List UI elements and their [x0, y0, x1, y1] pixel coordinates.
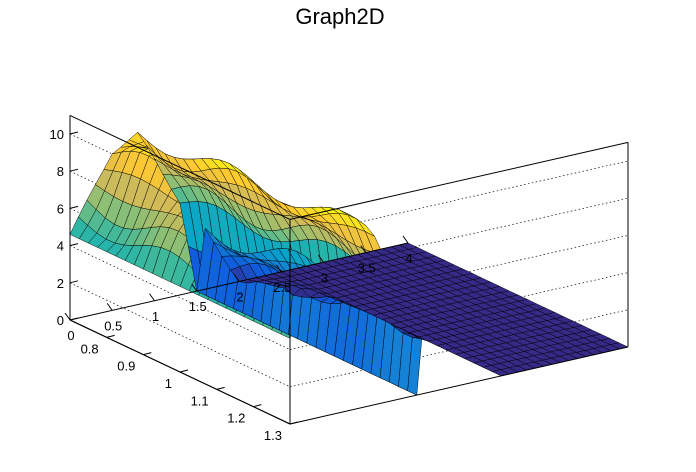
z-tick-label: 6: [57, 201, 64, 216]
y-tick-label: 0.8: [81, 341, 99, 356]
y-tick-label: 1.2: [227, 411, 245, 426]
y-tick: [179, 369, 189, 373]
z-tick-label: 2: [57, 276, 64, 291]
y-tick: [216, 386, 225, 390]
y-tick: [143, 352, 152, 356]
z-tick-label: 0: [57, 313, 64, 328]
x-tick: [64, 312, 71, 321]
chart-title: Graph2D: [295, 4, 384, 29]
x-tick: [191, 283, 198, 292]
y-tick-label: 0.9: [117, 359, 135, 374]
x-tick-label: 0: [67, 328, 74, 343]
grid-line: [289, 197, 629, 276]
z-tick-label: 8: [57, 164, 64, 179]
x-tick-label: 4: [405, 251, 412, 266]
grid-line: [289, 160, 629, 239]
box-edge: [289, 141, 629, 220]
y-tick-label: 1.1: [191, 393, 209, 408]
z-tick-label: 10: [50, 127, 64, 142]
x-tick: [275, 264, 282, 273]
box-edge: [289, 346, 629, 425]
z-tick: [69, 205, 79, 209]
x-tick-label: 2.5: [273, 280, 291, 295]
y-tick-label: 1.3: [264, 428, 282, 443]
y-tick: [253, 404, 262, 408]
x-tick-label: 3.5: [358, 261, 376, 276]
x-tick: [233, 274, 240, 282]
z-tick: [69, 243, 79, 247]
grid-line: [69, 245, 291, 350]
y-tick: [289, 421, 299, 425]
x-tick-label: 0.5: [104, 318, 122, 333]
x-tick: [149, 293, 155, 302]
x-tick: [360, 245, 367, 253]
grid-line: [69, 133, 291, 239]
x-tick-label: 3: [321, 270, 328, 285]
box-edge: [69, 114, 291, 220]
x-tick-label: 1.5: [189, 299, 207, 314]
z-tick: [69, 317, 79, 321]
x-tick-label: 2: [236, 290, 243, 305]
z-tick: [69, 131, 79, 135]
z-tick-label: 4: [57, 239, 64, 254]
z-tick: [69, 280, 79, 284]
x-tick: [106, 303, 113, 311]
axes: [64, 114, 629, 425]
x-tick: [402, 235, 409, 244]
tick-labels: 0 0.5 1 1.5 2 2.5 3 3.5 4 0.8 0.9 1 1.1 1.2 1.3 0 2 4 6 8 10: [50, 127, 413, 443]
y-tick-label: 1: [165, 376, 172, 391]
x-tick-label: 1: [152, 309, 159, 324]
x-tick: [318, 254, 324, 263]
y-tick: [106, 334, 115, 338]
surface: [69, 132, 629, 396]
grid-line: [69, 282, 291, 388]
z-tick: [69, 168, 79, 172]
